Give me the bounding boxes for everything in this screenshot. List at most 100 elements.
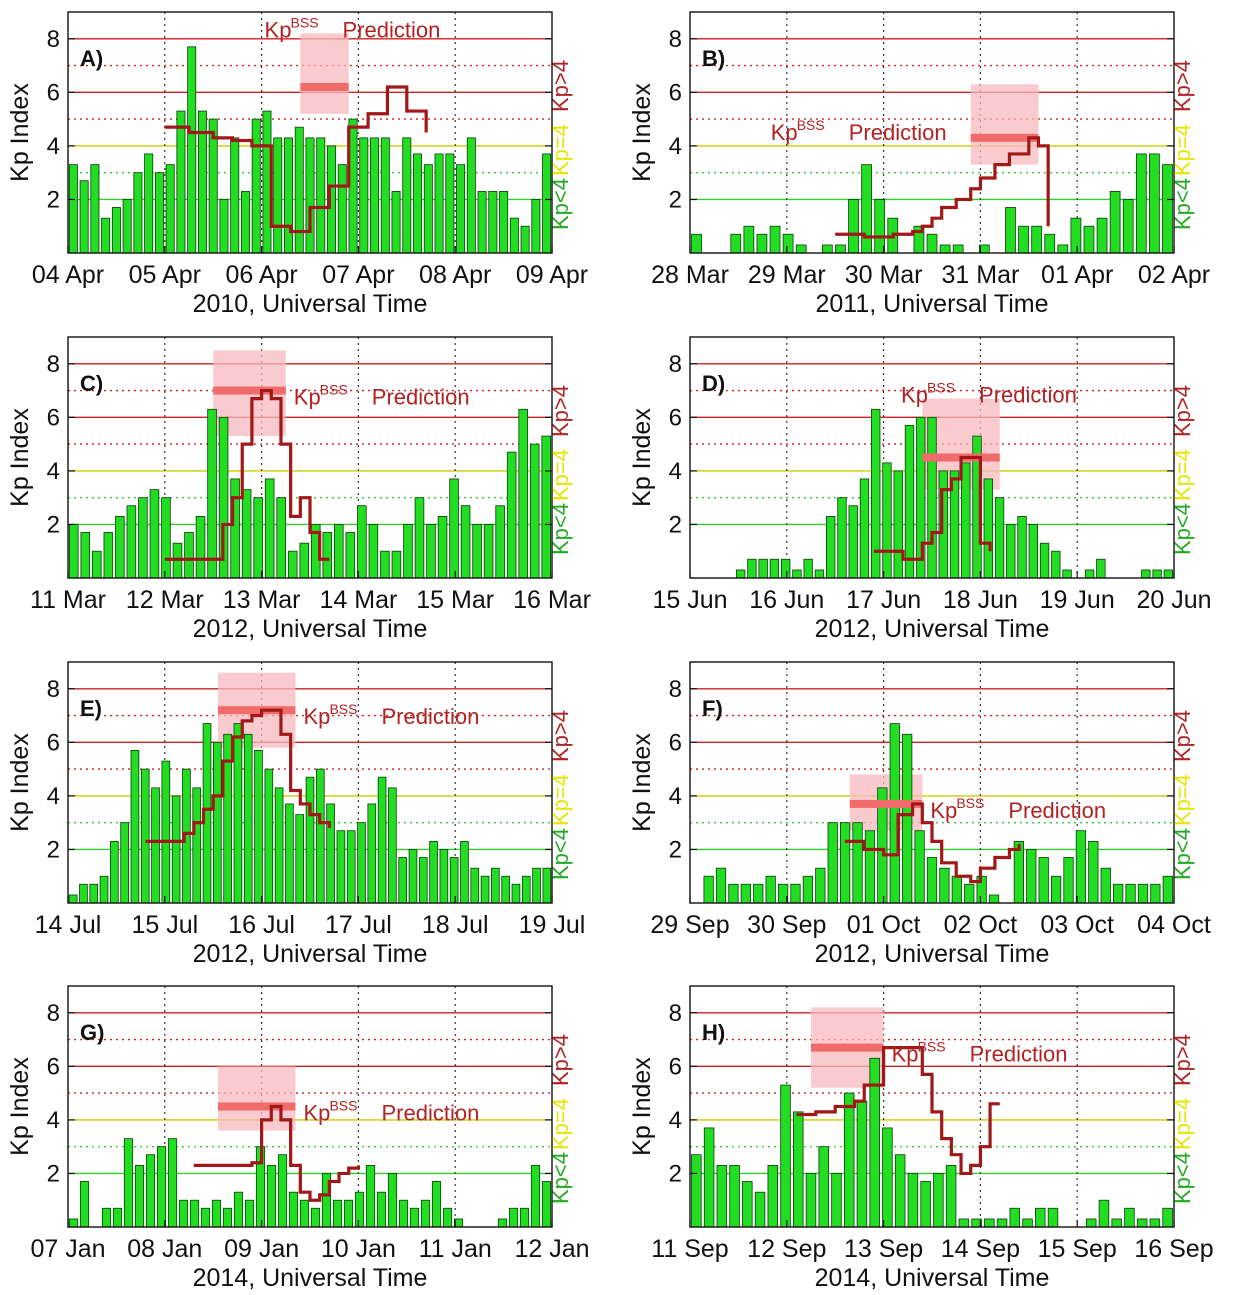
kp-bar <box>747 558 757 579</box>
kp-bar <box>354 1191 365 1228</box>
kp-bar <box>408 849 418 904</box>
kp-bar <box>874 199 886 254</box>
y-tick-label: 6 <box>669 1053 682 1080</box>
kp-bar <box>716 1165 728 1228</box>
kp-bar <box>495 505 505 579</box>
x-tick-label: 13 Sep <box>844 1235 923 1263</box>
kp-bar <box>1098 1199 1110 1228</box>
kp-bar <box>151 787 160 904</box>
x-tick-label: 03 Oct <box>1040 911 1114 939</box>
kp-bar <box>691 233 702 254</box>
kp-bar <box>729 1165 740 1228</box>
kp-bar <box>207 408 217 579</box>
prediction-bar <box>849 799 923 808</box>
prediction-label-sup: BSS <box>291 14 319 30</box>
prediction-label-kp: Kp <box>265 17 292 42</box>
x-tick-label: 31 Mar <box>941 261 1019 289</box>
kp-bar <box>431 1181 442 1228</box>
kp-bar <box>1009 1207 1021 1228</box>
kp-bar <box>1152 569 1162 579</box>
x-tick-label: 11 Mar <box>30 586 106 614</box>
x-tick-label: 11 Jan <box>419 1235 492 1263</box>
kp-bar <box>740 883 751 904</box>
x-axis-title: 2011, Universal Time <box>816 290 1049 318</box>
kp-bar <box>742 1181 753 1228</box>
kp-bar <box>1163 569 1174 579</box>
kp-bar <box>904 424 915 579</box>
kp-bar <box>380 137 390 254</box>
kp-bar <box>477 191 487 254</box>
kp-bar <box>154 172 164 254</box>
kp-bar <box>200 1207 211 1228</box>
y-axis-title: Kp Index <box>628 408 656 507</box>
x-tick-label: 08 Jan <box>127 1235 202 1263</box>
y-axis-title: Kp Index <box>628 733 656 832</box>
kp-bar <box>79 180 89 254</box>
kp-bar <box>111 207 121 254</box>
prediction-label-sup: BSS <box>329 701 357 717</box>
kp-bar <box>715 867 727 904</box>
x-axis-title: 2012, Universal Time <box>815 940 1050 968</box>
y-tick-label: 8 <box>669 1000 682 1027</box>
y-tick-label: 8 <box>47 26 60 53</box>
kp-bar <box>1038 857 1049 904</box>
kp-bar <box>134 1165 145 1228</box>
kp-bar <box>145 1154 156 1228</box>
panel-label: G) <box>80 1020 104 1045</box>
prediction-label-kp: Kp <box>930 798 957 823</box>
kp-bar <box>305 137 315 254</box>
kp-bar <box>1026 849 1037 904</box>
kp-bar <box>254 749 263 904</box>
kp-gt-label: Kp>4 <box>548 60 573 112</box>
kp-bar <box>782 233 794 254</box>
kp-estimate-line <box>164 388 330 561</box>
kp-bar <box>414 497 425 579</box>
kp-bar <box>376 1191 387 1228</box>
x-tick-label: 05 Apr <box>129 261 201 289</box>
prediction-band <box>970 84 1039 165</box>
kp-bar <box>894 1154 906 1228</box>
x-axis-title: 2010, Universal Time <box>193 290 428 318</box>
prediction-label-kp: Kp <box>303 1101 330 1126</box>
kp-bar <box>790 883 801 904</box>
prediction-label-sup: BSS <box>320 382 348 398</box>
y-tick-label: 4 <box>669 783 682 810</box>
kp-bar <box>927 416 937 579</box>
kp-lt-label: Kp<4 <box>1170 1152 1195 1204</box>
x-tick-label: 18 Jun <box>943 586 1018 614</box>
kp-bar <box>370 137 380 254</box>
kp-bar <box>273 137 283 254</box>
panel-label: H) <box>702 1020 725 1045</box>
panel-f: 2 4 6 8 29 Sep 30 Sep 01 Oct 02 Oct 03 Oct 04 Oct… <box>628 661 1211 968</box>
kp-bar <box>80 532 91 579</box>
kp-gt-label: Kp>4 <box>548 385 573 437</box>
kp-bar <box>357 505 367 579</box>
prediction-bar <box>970 133 1039 142</box>
x-tick-label: 08 Apr <box>419 261 491 289</box>
kp-bar <box>68 894 78 904</box>
kp-bar <box>988 894 1000 904</box>
kp-bar <box>893 470 903 579</box>
kp-bar <box>983 478 993 579</box>
panel-b: 2 4 6 8 28 Mar 29 Mar 30 Mar 31 Mar 01 Apr 02 Apr… <box>628 11 1210 318</box>
kp-estimate-line <box>164 85 428 234</box>
x-axis-title: 2012, Universal Time <box>193 940 428 968</box>
kp-bar <box>769 225 781 254</box>
kp-bar <box>1035 1207 1046 1228</box>
x-tick-label: 15 Jun <box>652 586 727 614</box>
kp-lt-label: Kp<4 <box>1170 503 1195 555</box>
kp-bar <box>521 875 531 904</box>
kp-bar <box>429 841 438 904</box>
kp-bar <box>803 558 813 579</box>
kp-bar <box>480 875 490 904</box>
x-tick-label: 02 Apr <box>1138 261 1210 289</box>
x-tick-label: 14 Sep <box>941 1235 1020 1263</box>
y-tick-label: 2 <box>669 186 682 213</box>
kp-bar <box>456 164 466 254</box>
prediction-label-sup: BSS <box>956 795 984 811</box>
x-tick-label: 17 Jun <box>846 586 921 614</box>
prediction-bar <box>218 1102 296 1111</box>
y-tick-label: 6 <box>47 404 60 431</box>
prediction-label-kp: Kp <box>771 120 798 145</box>
